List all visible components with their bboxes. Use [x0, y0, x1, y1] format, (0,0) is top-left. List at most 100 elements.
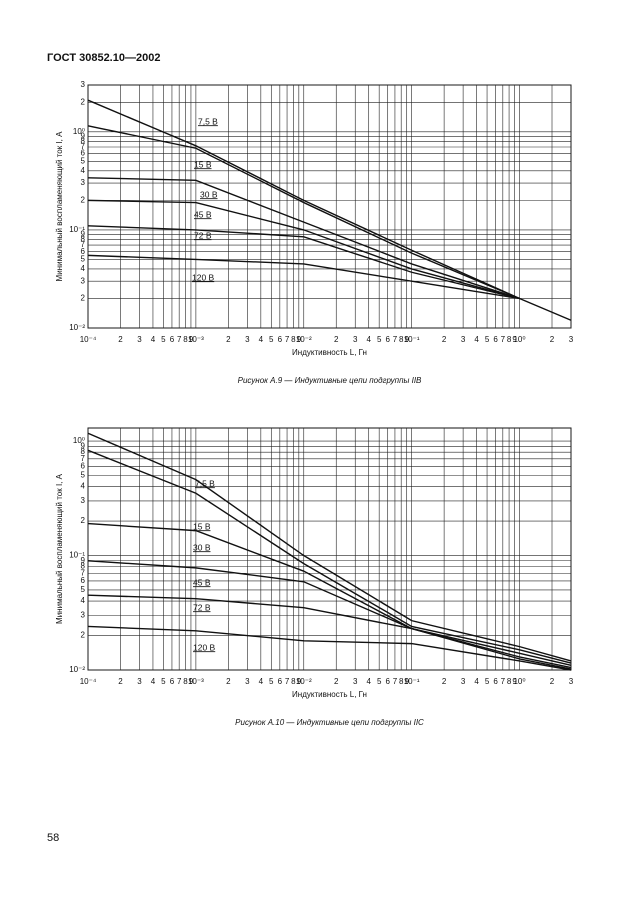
x-tick-label: 8 — [183, 335, 188, 344]
x-tick-label: 7 — [285, 677, 290, 686]
x-tick-label: 9 — [404, 335, 409, 344]
series-label: 120 В — [193, 642, 216, 652]
x-tick-label: 8 — [183, 677, 188, 686]
x-tick-label: 10⁻² — [296, 677, 312, 686]
x-tick-label: 3 — [353, 677, 358, 686]
series-label: 72 В — [194, 230, 212, 240]
x-tick-label: 8 — [399, 335, 404, 344]
y-tick-label: 3 — [81, 276, 86, 285]
x-tick-label: 4 — [366, 335, 371, 344]
x-tick-label: 3 — [137, 677, 142, 686]
x-tick-label: 6 — [170, 335, 175, 344]
x-tick-label: 4 — [151, 335, 156, 344]
x-tick-label: 6 — [278, 677, 283, 686]
x-tick-label: 10⁻² — [296, 335, 312, 344]
x-tick-label: 7 — [501, 677, 506, 686]
x-tick-label: 2 — [550, 335, 555, 344]
x-tick-label: 10⁻¹ — [404, 335, 420, 344]
series-line — [87, 99, 572, 321]
x-axis-label: Индуктивность L, Гн — [292, 348, 367, 357]
y-tick-label: 2 — [81, 195, 86, 204]
x-tick-label: 5 — [161, 335, 166, 344]
x-tick-label: 5 — [161, 677, 166, 686]
x-tick-label: 3 — [569, 677, 574, 686]
y-tick-label: 3 — [81, 610, 86, 619]
x-tick-label: 9 — [189, 335, 194, 344]
series-line — [87, 199, 520, 300]
series-label: 45 В — [193, 577, 211, 587]
x-tick-label: 7 — [393, 677, 398, 686]
y-tick-label: 8 — [81, 235, 86, 244]
y-tick-label: 8 — [81, 136, 86, 145]
x-tick-label: 2 — [442, 677, 447, 686]
series-line — [87, 522, 572, 666]
x-tick-label: 2 — [118, 677, 123, 686]
y-tick-label: 6 — [81, 576, 86, 585]
y-tick-label: 4 — [81, 264, 86, 273]
series-line — [87, 560, 572, 669]
y-tick-label: 6 — [81, 247, 86, 256]
series-line — [87, 225, 520, 300]
x-tick-label: 4 — [151, 677, 156, 686]
x-tick-label: 10⁰ — [513, 677, 525, 686]
x-tick-label: 8 — [507, 335, 512, 344]
y-tick-label: 5 — [81, 156, 86, 165]
x-tick-label: 6 — [385, 677, 390, 686]
x-tick-label: 10⁻³ — [188, 335, 204, 344]
x-tick-label: 8 — [507, 677, 512, 686]
x-tick-label: 9 — [512, 335, 517, 344]
y-tick-label: 8 — [81, 447, 86, 456]
x-tick-label: 2 — [550, 677, 555, 686]
x-tick-label: 5 — [377, 335, 382, 344]
series-label: 45 В — [194, 209, 212, 219]
x-tick-label: 4 — [366, 677, 371, 686]
y-tick-label: 3 — [81, 496, 86, 505]
x-tick-label: 6 — [493, 335, 498, 344]
series-line — [87, 625, 572, 671]
series-line — [87, 594, 572, 670]
series-label: 15 В — [194, 159, 212, 169]
y-tick-label: 2 — [81, 97, 86, 106]
y-tick-label: 5 — [81, 255, 86, 264]
x-axis-label: Индуктивность L, Гн — [292, 690, 367, 699]
y-tick-label: 9 — [81, 556, 86, 565]
y-tick-label: 10⁻² — [69, 665, 85, 674]
y-tick-label: 4 — [81, 482, 86, 491]
y-tick-label: 9 — [81, 441, 86, 450]
x-tick-label: 10⁻³ — [188, 677, 204, 686]
series-label: 7,5 В — [198, 116, 218, 126]
figure-caption: Рисунок А.9 — Индуктивные цепи подгруппы… — [238, 376, 422, 385]
series-line — [87, 177, 520, 300]
y-tick-label: 2 — [81, 631, 86, 640]
y-tick-label: 6 — [81, 149, 86, 158]
x-tick-label: 2 — [334, 335, 339, 344]
series-line — [87, 125, 520, 300]
x-tick-label: 7 — [177, 677, 182, 686]
y-axis-label: Минимальный воспламеняющий ток I, А — [55, 473, 64, 624]
page-number: 58 — [47, 832, 59, 844]
x-tick-label: 9 — [297, 335, 302, 344]
x-tick-label: 3 — [353, 335, 358, 344]
series-label: 30 В — [193, 542, 211, 552]
x-tick-label: 10⁰ — [513, 335, 525, 344]
y-tick-label: 10⁻² — [69, 323, 85, 332]
x-tick-label: 7 — [501, 335, 506, 344]
x-tick-label: 3 — [137, 335, 142, 344]
x-tick-label: 2 — [226, 677, 231, 686]
x-tick-label: 8 — [399, 677, 404, 686]
x-tick-label: 10⁻⁴ — [80, 335, 97, 344]
x-tick-label: 9 — [404, 677, 409, 686]
y-tick-label: 9 — [81, 131, 86, 140]
y-tick-label: 8 — [81, 562, 86, 571]
x-tick-label: 10⁻¹ — [404, 677, 420, 686]
y-tick-label: 4 — [81, 596, 86, 605]
x-tick-label: 3 — [569, 335, 574, 344]
x-tick-label: 9 — [189, 677, 194, 686]
series-label: 7,5 В — [195, 478, 215, 488]
series-line — [87, 254, 520, 300]
x-tick-label: 3 — [245, 677, 250, 686]
x-tick-label: 9 — [512, 677, 517, 686]
x-tick-label: 5 — [269, 677, 274, 686]
